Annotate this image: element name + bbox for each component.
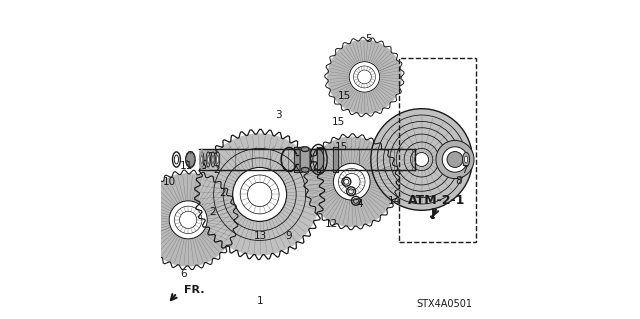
Text: 8: 8 — [455, 176, 462, 186]
Circle shape — [169, 201, 207, 239]
Text: ATM-2-1: ATM-2-1 — [408, 194, 465, 207]
Polygon shape — [328, 41, 401, 114]
Circle shape — [371, 109, 472, 210]
Text: 6: 6 — [180, 269, 188, 279]
Polygon shape — [199, 149, 202, 170]
Ellipse shape — [201, 156, 203, 163]
FancyBboxPatch shape — [300, 148, 310, 171]
Ellipse shape — [301, 167, 309, 172]
Text: 3: 3 — [275, 110, 282, 120]
Text: 12: 12 — [324, 219, 338, 229]
Text: 2: 2 — [219, 188, 226, 198]
Text: 14: 14 — [388, 197, 401, 206]
Text: 15: 15 — [335, 142, 348, 152]
Circle shape — [442, 147, 468, 172]
Text: 2: 2 — [210, 207, 216, 217]
Ellipse shape — [200, 152, 204, 167]
Text: 15: 15 — [338, 91, 351, 101]
Circle shape — [349, 62, 380, 92]
Text: 9: 9 — [285, 231, 292, 241]
Text: 1: 1 — [257, 296, 263, 306]
Bar — [399, 58, 476, 242]
Ellipse shape — [216, 152, 220, 167]
Text: 4: 4 — [356, 199, 363, 209]
Text: 7: 7 — [461, 165, 468, 175]
Bar — [294, 147, 301, 172]
Circle shape — [333, 163, 370, 200]
Text: FR.: FR. — [184, 285, 205, 295]
Bar — [333, 147, 339, 172]
Text: 15: 15 — [332, 117, 345, 127]
Ellipse shape — [206, 152, 211, 167]
Polygon shape — [199, 134, 320, 255]
Circle shape — [436, 140, 474, 179]
Text: 5: 5 — [365, 34, 372, 44]
Polygon shape — [142, 174, 234, 266]
Circle shape — [447, 152, 463, 167]
Ellipse shape — [465, 156, 468, 163]
Polygon shape — [307, 137, 396, 226]
Ellipse shape — [212, 156, 214, 163]
Circle shape — [233, 167, 287, 221]
Ellipse shape — [186, 152, 195, 167]
Ellipse shape — [301, 147, 309, 152]
Bar — [317, 147, 323, 172]
Text: 2: 2 — [214, 165, 220, 175]
Text: STX4A0501: STX4A0501 — [417, 299, 472, 309]
Text: 13: 13 — [253, 231, 267, 241]
Ellipse shape — [207, 156, 209, 163]
Ellipse shape — [211, 152, 215, 167]
Ellipse shape — [463, 152, 470, 167]
Circle shape — [415, 152, 429, 167]
Ellipse shape — [217, 156, 219, 163]
Text: 11: 11 — [179, 161, 193, 172]
Text: 10: 10 — [163, 177, 176, 187]
